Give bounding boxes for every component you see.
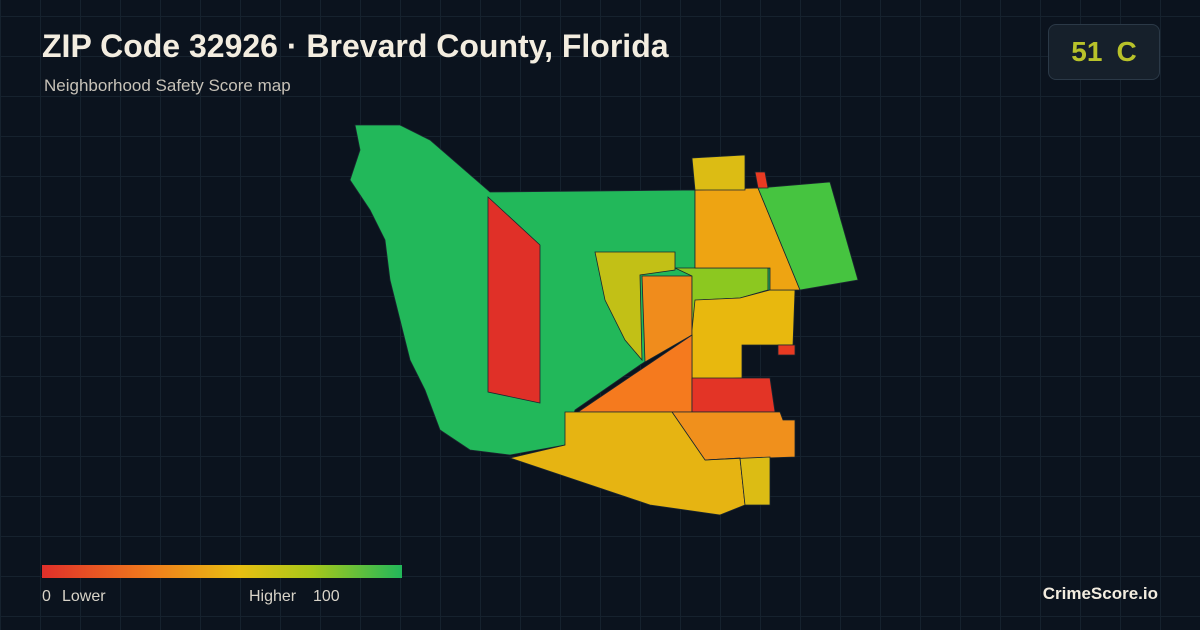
region (757, 181, 859, 291)
title: ZIP Code 32926 · Brevard County, Florida (42, 28, 669, 64)
region (508, 411, 746, 516)
score: 51 (1071, 36, 1103, 67)
legend-max-label: Higher (249, 588, 297, 605)
region (691, 154, 746, 191)
region (777, 344, 796, 356)
region (704, 456, 771, 506)
score-badge: 51 C (1048, 24, 1160, 80)
region (594, 251, 676, 362)
region (691, 377, 776, 413)
subtitle: Neighborhood Safety Score map (44, 76, 291, 95)
region (691, 289, 796, 381)
region (487, 196, 541, 404)
legend-bar (42, 565, 402, 578)
region (754, 171, 769, 189)
legend-min-label: Lower (62, 588, 106, 605)
grade: C (1116, 36, 1137, 67)
brand: CrimeScore.io (1042, 584, 1158, 603)
legend-max: 100 (313, 588, 340, 605)
legend-min: 0 (42, 588, 51, 605)
